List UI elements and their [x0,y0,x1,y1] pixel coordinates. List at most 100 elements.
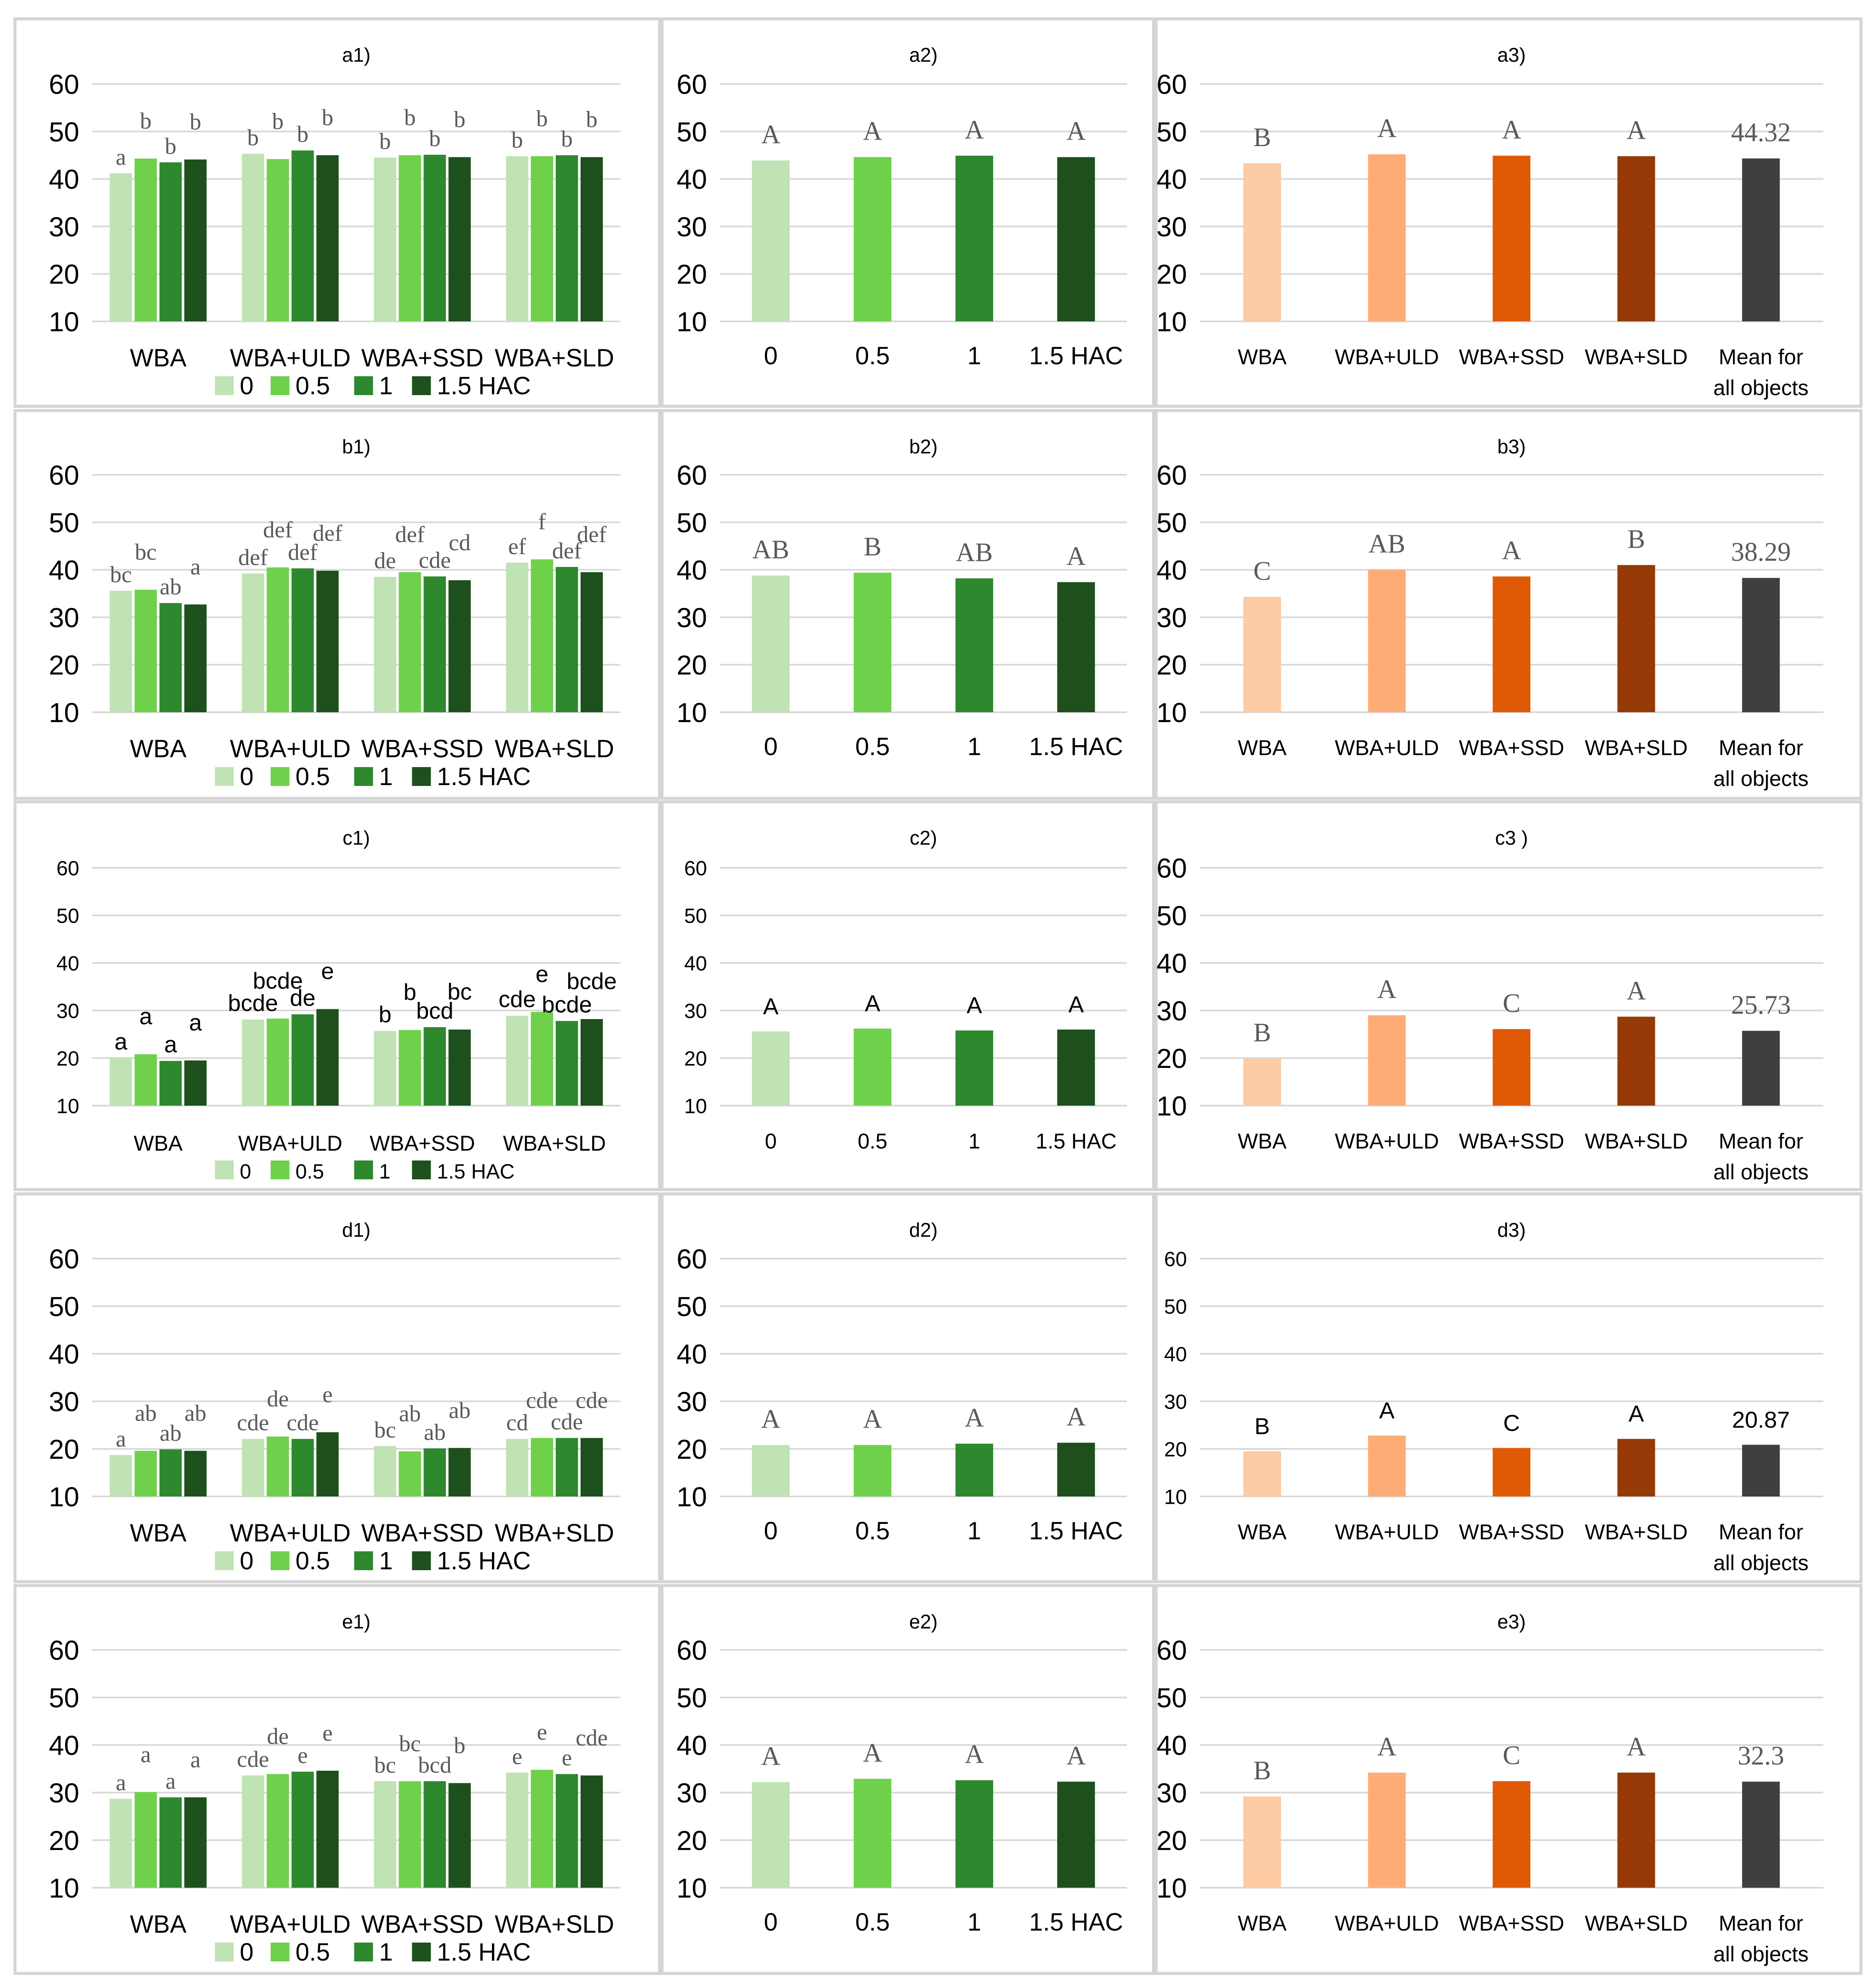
significance-label: ab [424,1419,446,1445]
x-category-label: WBA [130,344,186,372]
bar-data-label: A [965,1740,984,1769]
x-category-label: 1 [968,1129,980,1153]
y-tick-label: 60 [49,1635,79,1666]
chart-panel-b3: b3) 10 20 30 40 50 60 C WBA AB WBA+ULD A WBA+SSD B WBA… [1154,409,1863,800]
y-tick-label: 50 [49,1291,79,1322]
y-tick-label: 40 [49,555,79,586]
bar-data-label: A [1067,542,1086,571]
bar-WBA+SSD-0 [374,577,396,712]
legend-label: 0.5 [296,1547,330,1575]
significance-label: b [429,126,441,151]
bar-WBA+ULD-0.5 [267,1774,289,1888]
bar-data-label: C [1503,989,1520,1018]
bar-1 [955,1030,993,1106]
x-category-label: WBA [130,735,186,763]
panel-title: c2) [910,827,937,849]
significance-label: de [290,985,315,1011]
bar-WBA-0.5 [135,158,157,321]
bar-0 [752,1031,790,1106]
bar-WBA-0 [110,1058,132,1106]
y-tick-label: 30 [1164,1391,1187,1413]
y-tick-label: 50 [677,1682,707,1713]
bar-WBA+SLD-1.5 HAC [580,1775,603,1888]
significance-label: cde [551,1409,583,1434]
legend-swatch [412,1943,431,1961]
significance-label: b [247,125,259,150]
bar-WBA+ULD-1 [291,1014,314,1106]
bar-data-label: C [1503,1741,1520,1770]
significance-label: e [322,1382,333,1407]
significance-label: b [511,127,523,153]
x-category-label: WBA+ULD [230,735,351,763]
legend-label: 1 [379,763,393,791]
legend-label: 0 [240,1160,252,1183]
bar-1 [955,1443,993,1496]
significance-label: def [288,539,318,565]
x-category-label: WBA+ULD [238,1131,342,1155]
y-tick-label: 10 [57,1095,79,1118]
bar-WBA+SLD [1617,1772,1655,1888]
x-category-label: WBA+SLD [1585,1129,1687,1153]
bar-data-label: A [761,1405,780,1434]
y-tick-label: 10 [677,1873,707,1904]
bar-WBA+ULD-0 [242,1019,264,1106]
x-category-label: 1.5 HAC [1029,1908,1123,1936]
x-category-label: all objects [1713,767,1808,791]
x-category-label: WBA [130,1910,186,1938]
significance-label: a [190,1747,201,1772]
bar-data-label: A [863,1405,882,1434]
bar-Mean for all objects [1742,1781,1780,1888]
panel-title: e1) [342,1610,370,1633]
significance-label: e [536,961,548,987]
bar-WBA [1243,163,1281,321]
legend-label: 1 [379,372,393,400]
bar-data-label: A [1068,992,1084,1017]
bar-WBA-0.5 [135,1792,157,1888]
panel-border [13,800,661,1191]
legend-label: 0 [240,1938,254,1966]
panel-title: a1) [342,44,370,66]
x-category-label: 1.5 HAC [1029,1517,1123,1545]
x-category-label: WBA [134,1131,183,1155]
bar-WBA+ULD-1.5 HAC [316,1009,339,1106]
x-category-label: WBA [1238,736,1287,760]
significance-label: f [538,509,546,534]
bar-WBA+SSD [1492,1781,1531,1888]
significance-label: bc [110,561,132,587]
bar-WBA+SSD [1492,156,1531,321]
bar-data-label: AB [1368,530,1405,559]
legend-label: 1 [379,1938,393,1966]
y-tick-label: 10 [677,697,707,728]
legend-label: 0 [240,1547,254,1575]
significance-label: e [512,1743,522,1769]
significance-label: bc [447,979,472,1004]
bar-WBA+ULD [1368,1435,1406,1496]
significance-label: b [190,109,201,135]
bar-WBA+ULD-1.5 HAC [316,1432,339,1496]
bar-WBA+SSD [1492,1029,1531,1106]
x-category-label: 0.5 [855,733,890,761]
bar-WBA+SLD-0 [506,1439,528,1496]
legend-swatch [270,767,290,786]
bar-WBA+SLD [1617,156,1655,321]
bar-0.5 [854,573,892,712]
bar-WBA+SSD-1 [423,1781,446,1888]
bar-0 [752,1445,790,1496]
x-category-label: 0 [764,1517,778,1545]
x-category-label: Mean for [1719,345,1803,369]
bar-WBA+SSD-1 [423,1448,446,1496]
x-category-label: 0 [764,342,778,370]
bar-data-label: A [1502,115,1521,144]
y-tick-label: 50 [677,1291,707,1322]
y-tick-label: 40 [1157,555,1187,586]
y-tick-label: 60 [677,460,707,491]
x-category-label: WBA+SSD [1459,1129,1564,1153]
bar-data-label: A [863,117,882,146]
significance-label: cde [498,987,536,1012]
significance-label: b [404,105,416,130]
x-category-label: 0 [764,733,778,761]
significance-label: cde [575,1725,608,1751]
bar-WBA+SLD [1617,1439,1655,1496]
bar-data-label: 38.29 [1731,538,1791,567]
bar-WBA+ULD-0 [242,1439,264,1496]
